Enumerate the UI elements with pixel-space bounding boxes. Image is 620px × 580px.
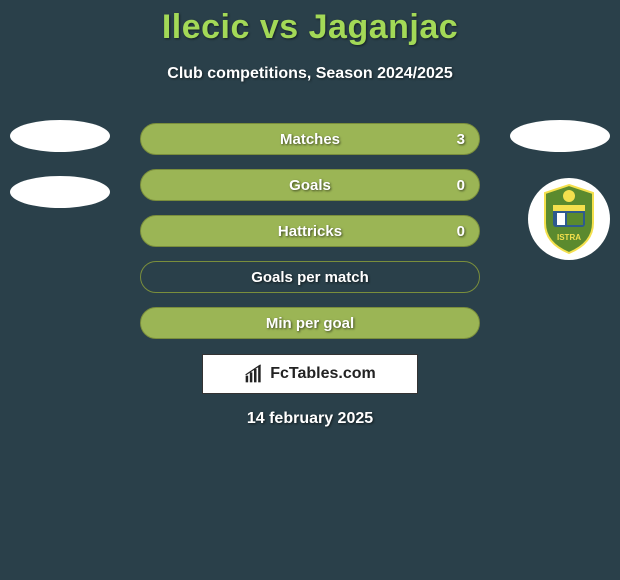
stats-list: Matches 3 Goals 0 Hattricks 0 Goals per …: [140, 123, 480, 353]
stat-value: 3: [457, 131, 465, 148]
brand-badge: FcTables.com: [202, 354, 418, 394]
stat-row-hattricks: Hattricks 0: [140, 215, 480, 247]
ellipse-icon: [10, 120, 110, 152]
date-text: 14 february 2025: [0, 410, 620, 428]
svg-text:ISTRA: ISTRA: [557, 233, 581, 242]
istra-crest-icon: ISTRA: [539, 183, 599, 255]
bar-chart-icon: [244, 364, 264, 384]
stat-value: 0: [457, 177, 465, 194]
stat-row-matches: Matches 3: [140, 123, 480, 155]
stat-row-min-per-goal: Min per goal: [140, 307, 480, 339]
stat-label: Hattricks: [278, 223, 342, 240]
stat-label: Goals per match: [251, 269, 369, 286]
club-crest-icon: ISTRA: [528, 178, 610, 260]
stat-row-goals: Goals 0: [140, 169, 480, 201]
player-left-placeholder: [10, 120, 110, 232]
ellipse-icon: [510, 120, 610, 152]
stat-label: Min per goal: [266, 315, 354, 332]
page-subtitle: Club competitions, Season 2024/2025: [0, 65, 620, 83]
stat-label: Matches: [280, 131, 340, 148]
stat-value: 0: [457, 223, 465, 240]
stat-label: Goals: [289, 177, 331, 194]
ellipse-icon: [10, 176, 110, 208]
stat-row-goals-per-match: Goals per match: [140, 261, 480, 293]
page-title: Ilecic vs Jaganjac: [0, 0, 620, 47]
brand-text: FcTables.com: [270, 365, 376, 383]
